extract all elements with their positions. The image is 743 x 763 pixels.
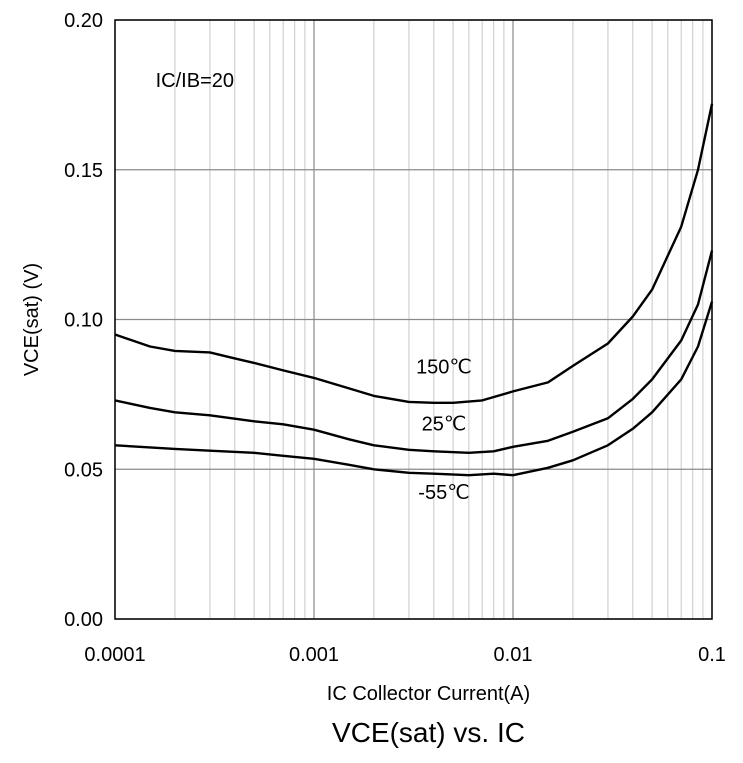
annotation-ic-ib: IC/IB=20 <box>156 70 234 92</box>
series-line-2 <box>114 301 714 477</box>
y-tick-label: 0.05 <box>64 459 103 481</box>
x-tick-label: 0.0001 <box>84 644 145 666</box>
chart-title: VCE(sat) vs. IC <box>332 717 525 748</box>
y-tick-label: 0.15 <box>64 160 103 182</box>
x-axis-label: IC Collector Current(A) <box>327 683 530 705</box>
series-layer <box>114 103 714 477</box>
y-tick-labels: 0.00 0.05 0.10 0.15 0.20 <box>64 10 103 631</box>
x-tick-label: 0.1 <box>698 644 726 666</box>
x-tick-label: 0.001 <box>289 644 339 666</box>
series-line-0 <box>114 103 714 404</box>
y-axis-label: VCE(sat) (V) <box>21 263 43 376</box>
y-tick-label: 0.10 <box>64 310 103 332</box>
plot-frame <box>114 19 713 620</box>
x-tick-labels: 0.0001 0.001 0.01 0.1 <box>84 644 725 666</box>
series-label-2: -55℃ <box>418 482 469 504</box>
series-label-1: 25℃ <box>422 413 467 435</box>
y-tick-label: 0.00 <box>64 609 103 631</box>
grid-major <box>114 19 713 620</box>
series-labels: 150℃ 25℃ -55℃ <box>416 356 472 504</box>
y-tick-label: 0.20 <box>64 10 103 32</box>
x-tick-label: 0.01 <box>494 644 533 666</box>
series-line-1 <box>114 250 714 454</box>
series-label-0: 150℃ <box>416 356 472 378</box>
